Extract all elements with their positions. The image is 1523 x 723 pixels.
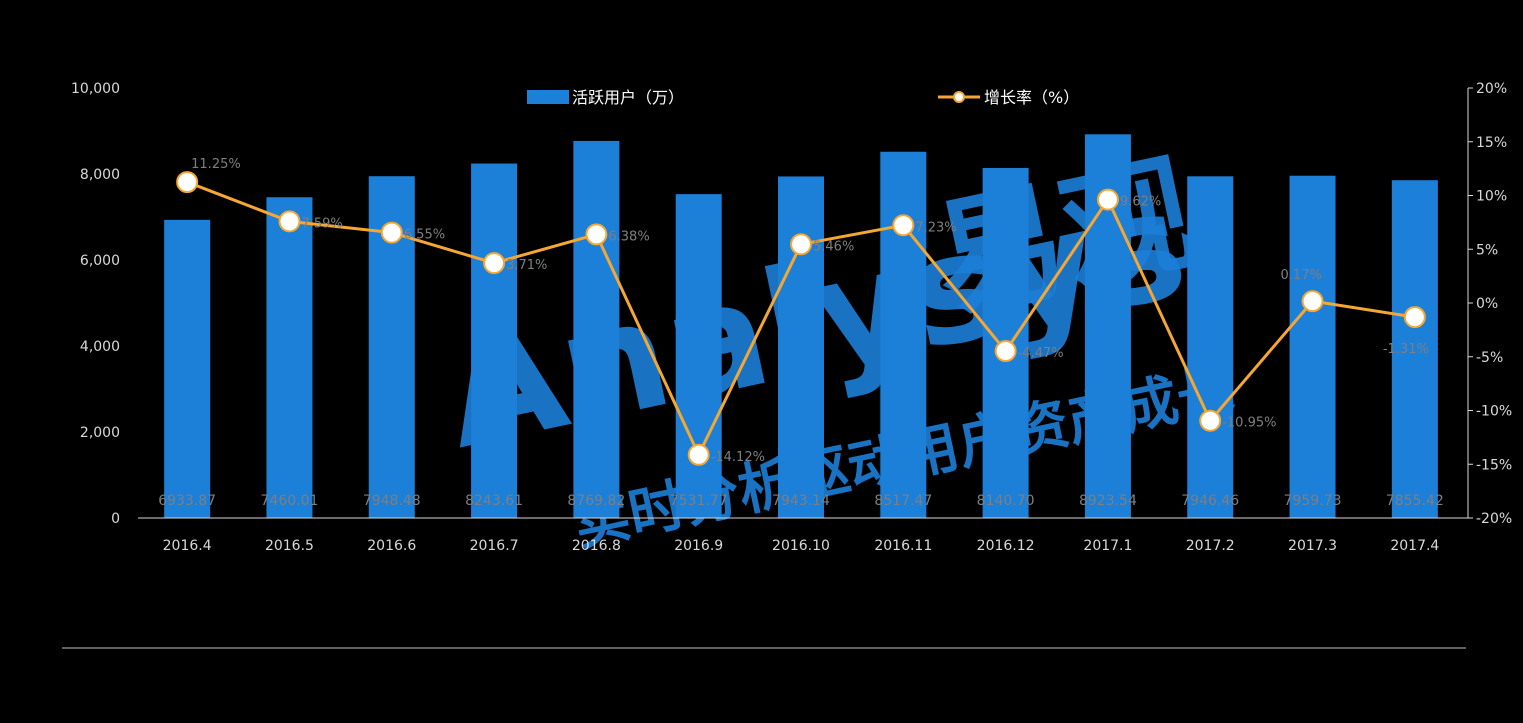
x-axis-tick-label: 2016.10	[772, 538, 830, 554]
bar	[266, 197, 313, 518]
left-axis-tick-label: 2,000	[80, 425, 120, 441]
rate-value-label: -4.47%	[1018, 346, 1064, 361]
bar	[880, 151, 927, 519]
bar	[471, 163, 518, 518]
bar-value-label: 7855.42	[1386, 493, 1444, 509]
left-axis-tick-label: 10,000	[71, 81, 120, 97]
x-axis-tick-label: 2016.11	[874, 538, 932, 554]
x-axis-tick-label: 2017.4	[1390, 538, 1439, 554]
x-axis-tick-label: 2016.8	[572, 538, 621, 554]
x-axis-tick-label: 2016.9	[674, 538, 723, 554]
right-axis-tick-label: 10%	[1476, 189, 1507, 205]
rate-point	[380, 221, 403, 244]
bar-value-label: 8923.54	[1079, 493, 1137, 509]
rate-value-label: 9.62%	[1120, 195, 1161, 210]
bar-value-label: 7946.46	[1181, 493, 1239, 509]
bar	[1187, 176, 1234, 518]
rate-value-label: 6.55%	[404, 228, 445, 243]
bar	[573, 140, 620, 518]
x-axis-tick-label: 2016.5	[265, 538, 314, 554]
legend-bar-label: 活跃用户（万）	[572, 88, 684, 107]
rate-value-label: 3.71%	[506, 258, 547, 273]
rate-point	[1096, 188, 1119, 211]
bar-value-label: 7948.48	[363, 493, 421, 509]
left-axis-tick-label: 0	[111, 511, 120, 527]
bar	[1391, 180, 1438, 519]
line-series: 11.25% 7.59% 6.55% 3.71% 6.38% -14.12% 5.46% 7.…	[176, 157, 1429, 466]
bar-value-label: 6933.87	[158, 493, 216, 509]
left-axis-tick-label: 8,000	[80, 167, 120, 183]
legend-line-label: 增长率（%）	[984, 88, 1079, 107]
x-axis-tick-label: 2016.7	[470, 538, 519, 554]
bar	[778, 176, 824, 518]
rate-point	[1199, 409, 1222, 432]
rate-point	[278, 210, 301, 233]
rate-value-label: 6.38%	[608, 229, 649, 244]
bar-value-label: 8769.82	[567, 493, 625, 509]
bar-value-label: 8517.47	[874, 493, 932, 509]
bar-value-label: 7460.01	[261, 493, 319, 509]
right-axis-tick-label: -20%	[1476, 511, 1512, 527]
rate-point	[1403, 306, 1426, 329]
x-axis-tick-label: 2016.4	[163, 538, 212, 554]
x-axis-tick-label: 2016.6	[367, 538, 416, 554]
axes: 0 2,000 4,000 6,000 8,000 10,000 -20% -15% -10% -…	[71, 81, 1512, 554]
right-axis-tick-label: 20%	[1476, 81, 1507, 97]
rate-value-label: -1.31%	[1383, 342, 1429, 357]
bar	[164, 219, 211, 518]
right-axis-tick-label: 15%	[1476, 135, 1507, 151]
right-axis-tick-label: 0%	[1476, 296, 1498, 312]
legend-line-marker	[953, 91, 965, 103]
right-axis-tick-label: -15%	[1476, 457, 1512, 473]
right-axis-tick-label: -5%	[1476, 350, 1503, 366]
right-axis-tick-label: -10%	[1476, 404, 1512, 420]
rate-point	[176, 171, 199, 194]
legend-bar-swatch	[527, 90, 569, 104]
rate-value-label: -10.95%	[1222, 416, 1276, 431]
bar-value-label: 7959.73	[1284, 493, 1342, 509]
x-axis-tick-label: 2017.2	[1186, 538, 1235, 554]
rate-value-label: -14.12%	[711, 450, 765, 465]
bar-value-label: 8140.70	[977, 493, 1035, 509]
bar-value-label: 7531.77	[670, 493, 728, 509]
rate-point	[687, 443, 710, 466]
legend: 活跃用户（万） 增长率（%）	[527, 88, 1079, 107]
left-axis-tick-label: 6,000	[80, 253, 120, 269]
rate-value-label: 11.25%	[191, 157, 241, 172]
rate-point	[483, 252, 506, 275]
rate-point	[1301, 290, 1324, 313]
x-axis-tick-label: 2017.1	[1083, 538, 1132, 554]
rate-point	[892, 214, 915, 237]
rate-value-label: 5.46%	[813, 239, 854, 254]
bar	[1289, 175, 1336, 518]
x-axis-tick-label: 2016.12	[977, 538, 1035, 554]
rate-value-label: 7.59%	[301, 216, 342, 231]
left-axis-tick-label: 4,000	[80, 339, 120, 355]
rate-value-label: 7.23%	[915, 220, 956, 235]
right-axis-tick-label: 5%	[1476, 242, 1498, 258]
bar-series	[164, 134, 1438, 519]
bar-value-label: 7943.14	[772, 493, 830, 509]
rate-point	[790, 233, 812, 256]
rate-point	[585, 223, 608, 246]
rate-point	[994, 340, 1017, 363]
bar	[675, 194, 722, 518]
bar-labels: 6933.87 7460.01 7948.48 8243.61 8769.82 7531.…	[158, 493, 1444, 509]
bar-value-label: 8243.61	[465, 493, 523, 509]
x-axis-tick-label: 2017.3	[1288, 538, 1337, 554]
rate-value-label: 0.17%	[1281, 268, 1322, 283]
